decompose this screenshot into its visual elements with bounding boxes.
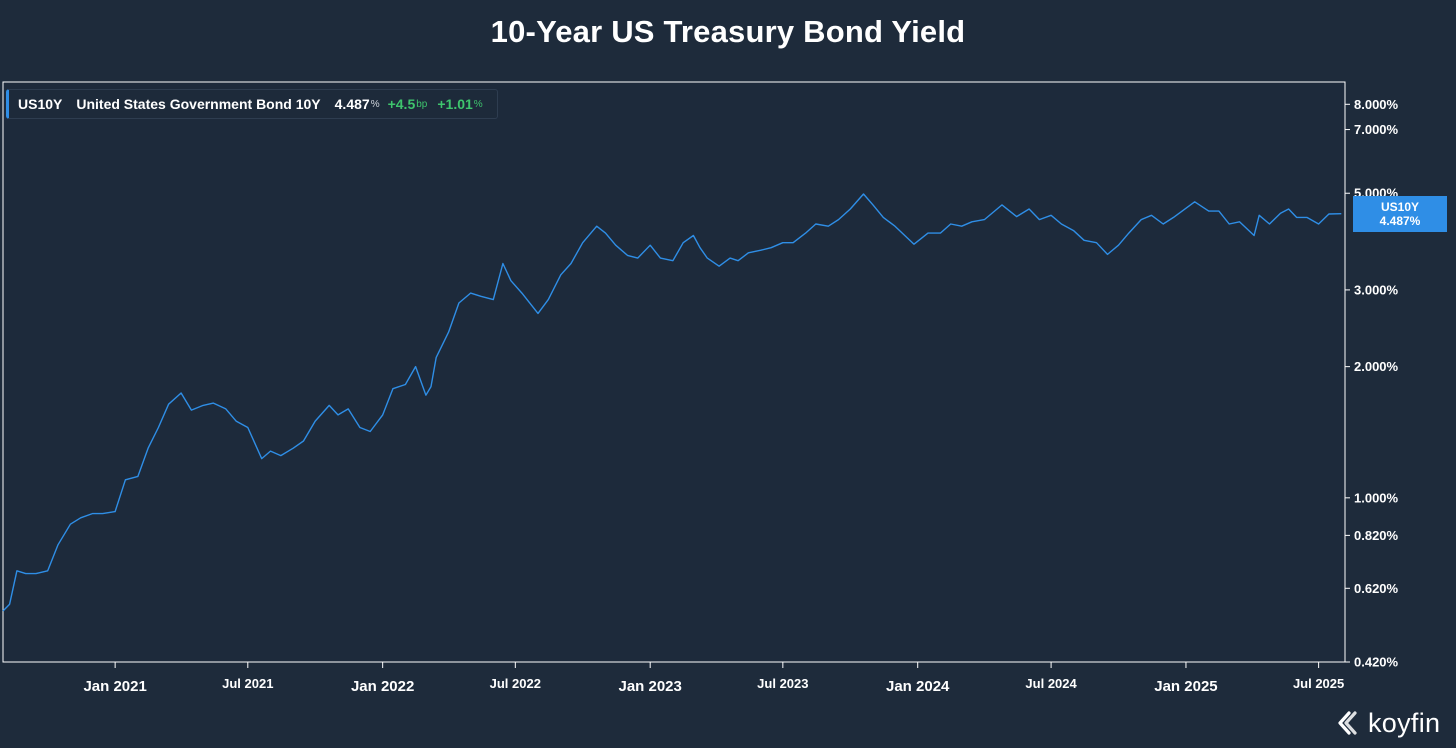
legend-box[interactable]: US10Y United States Government Bond 10Y … (6, 89, 498, 119)
legend-name: United States Government Bond 10Y (76, 96, 321, 112)
y-axis: 8.000%7.000%5.000%3.000%2.000%1.000%0.82… (1345, 97, 1399, 670)
plot-frame (2, 81, 1346, 663)
chart-title: 10-Year US Treasury Bond Yield (490, 14, 966, 49)
y-tick-label-8: 0.420% (1354, 655, 1399, 670)
legend-price: 4.487 (334, 96, 370, 112)
series-line-us10y (2, 193, 1342, 612)
y-tick-label-3: 3.000% (1354, 282, 1399, 297)
x-tick-label-9: Jul 2025 (1293, 676, 1344, 691)
y-tick-label-7: 0.620% (1354, 581, 1399, 596)
legend-symbol: US10Y (18, 96, 63, 112)
y-tick-label-4: 2.000% (1354, 359, 1399, 374)
x-tick-label-6: Jan 2024 (886, 678, 950, 695)
brand-name: koyfin (1368, 707, 1441, 738)
brand-logo: koyfin (1338, 707, 1440, 739)
koyfin-logo-icon (1338, 711, 1357, 735)
x-tick-label-2: Jan 2022 (351, 678, 414, 695)
x-tick-label-7: Jul 2024 (1025, 676, 1077, 691)
x-tick-label-8: Jan 2025 (1154, 678, 1217, 695)
last-value-symbol: US10Y (1380, 200, 1420, 214)
last-value-value: 4.487% (1379, 214, 1421, 228)
legend-price-unit: % (370, 98, 380, 110)
y-tick-label-0: 8.000% (1354, 97, 1399, 112)
legend-change-pct: +1.01 (437, 96, 473, 112)
x-axis: Jan 2021 Jul 2021 Jan 2022 Jul 2022 Jan 2023… (83, 662, 1344, 695)
x-tick-label-0: Jan 2021 (83, 678, 146, 695)
legend-change-pct-unit: % (473, 98, 483, 110)
x-tick-label-1: Jul 2021 (222, 676, 273, 691)
y-tick-label-1: 7.000% (1354, 122, 1399, 137)
last-value-tag: US10Y 4.487% (1353, 196, 1447, 232)
x-tick-label-5: Jul 2023 (757, 676, 808, 691)
x-tick-label-3: Jul 2022 (490, 676, 541, 691)
x-tick-label-4: Jan 2023 (618, 678, 681, 695)
y-tick-label-5: 1.000% (1354, 490, 1399, 505)
y-tick-label-6: 0.820% (1354, 528, 1399, 543)
legend-change-unit: bp (416, 98, 428, 110)
legend-change: +4.5 (387, 96, 416, 112)
